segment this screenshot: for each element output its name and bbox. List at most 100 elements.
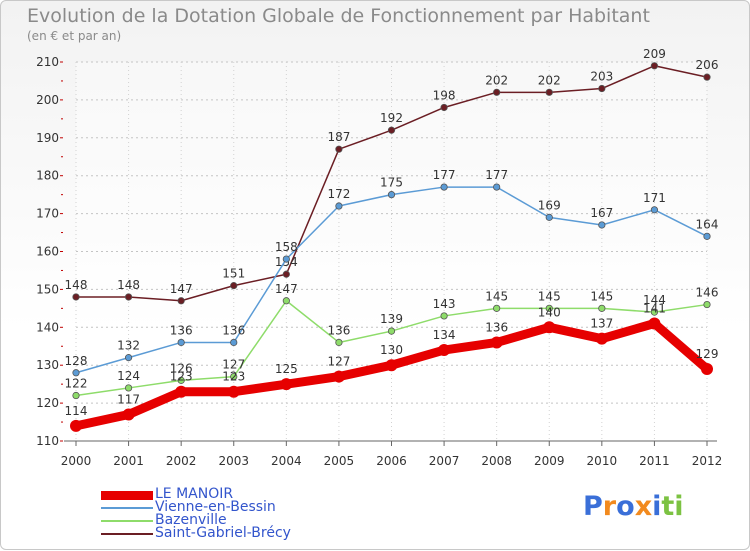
x-tick-label: 2003 <box>218 454 249 468</box>
legend-item: LE MANOIR <box>101 486 361 503</box>
data-label-1: 132 <box>117 339 140 353</box>
data-label-3: 209 <box>643 47 666 61</box>
data-label-2: 144 <box>643 293 666 307</box>
data-point-2 <box>598 304 606 312</box>
legend-item: Vienne-en-Bessin <box>101 499 361 516</box>
data-point-2 <box>282 297 290 305</box>
data-point-3 <box>282 270 290 278</box>
data-point-1 <box>282 255 290 263</box>
data-label-2: 143 <box>433 297 456 311</box>
data-label-3: 187 <box>327 130 350 144</box>
x-tick-label: 2008 <box>481 454 512 468</box>
legend-swatch <box>101 490 153 500</box>
data-point-1 <box>335 202 343 210</box>
data-label-0: 125 <box>275 362 298 376</box>
data-label-2: 145 <box>538 289 561 303</box>
data-point-1 <box>124 354 133 362</box>
data-label-1: 158 <box>275 240 298 254</box>
logo-letter: t <box>661 491 675 522</box>
data-point-2 <box>230 372 238 381</box>
data-point-0 <box>648 317 661 330</box>
x-tick-label: 2006 <box>376 454 407 468</box>
data-label-0: 127 <box>327 355 350 369</box>
legend-label: Saint-Gabriel-Brécy <box>155 525 291 541</box>
y-tick-label: 120 <box>36 396 59 410</box>
data-label-2: 139 <box>380 312 403 326</box>
y-tick-label: 130 <box>36 358 59 372</box>
x-tick-label: 2005 <box>324 454 355 468</box>
data-label-0: 114 <box>65 404 88 418</box>
x-tick-label: 2010 <box>587 454 618 468</box>
data-point-1 <box>177 338 185 347</box>
data-point-0 <box>490 336 503 349</box>
data-point-2 <box>72 391 80 400</box>
data-label-3: 148 <box>117 278 140 292</box>
data-label-2: 147 <box>275 282 298 296</box>
data-point-3 <box>493 88 501 96</box>
logo-letter: x <box>634 491 653 522</box>
data-point-1 <box>230 338 238 347</box>
data-label-1: 164 <box>696 217 719 231</box>
y-tick-label: 160 <box>36 245 59 259</box>
x-tick-label: 2007 <box>429 454 460 468</box>
data-point-3 <box>703 73 711 81</box>
data-label-2: 126 <box>170 361 193 375</box>
data-label-3: 203 <box>590 70 613 84</box>
data-point-0 <box>70 419 82 432</box>
proxiti-logo: Proxiti <box>583 491 684 522</box>
data-label-1: 172 <box>327 187 350 201</box>
y-tick-label: 180 <box>36 169 59 183</box>
chart-title: Evolution de la Dotation Globale de Fonc… <box>27 5 650 27</box>
data-point-0 <box>175 385 188 398</box>
data-point-3 <box>124 293 133 301</box>
data-label-0: 134 <box>433 328 456 342</box>
logo-letter: i <box>652 491 662 522</box>
x-tick-label: 2012 <box>692 454 723 468</box>
data-label-1: 175 <box>380 176 403 190</box>
data-label-1: 169 <box>538 198 561 212</box>
data-label-3: 147 <box>170 282 193 296</box>
y-tick-label: 150 <box>36 282 59 296</box>
x-tick-label: 2004 <box>271 454 302 468</box>
data-point-0 <box>385 359 398 372</box>
data-label-1: 136 <box>170 323 193 337</box>
data-point-1 <box>493 183 501 191</box>
x-tick-label: 2011 <box>639 454 670 468</box>
data-label-3: 206 <box>696 58 719 72</box>
chart-subtitle: (en € et par an) <box>27 29 122 43</box>
data-label-0: 137 <box>590 317 613 331</box>
legend-label: Vienne-en-Bessin <box>155 499 276 515</box>
data-point-2 <box>440 312 448 320</box>
data-point-0 <box>543 321 556 334</box>
data-point-2 <box>545 304 553 312</box>
data-point-1 <box>545 213 553 221</box>
legend-label: Bazenville <box>155 512 227 528</box>
data-point-2 <box>335 338 343 347</box>
data-point-3 <box>230 282 238 290</box>
data-point-0 <box>227 385 240 398</box>
y-tick-label: 170 <box>36 207 59 221</box>
x-tick-label: 2009 <box>534 454 565 468</box>
data-point-3 <box>177 297 185 305</box>
data-label-2: 136 <box>327 323 350 337</box>
data-point-2 <box>650 308 659 316</box>
data-label-2: 145 <box>590 289 613 303</box>
y-tick-label: 200 <box>36 93 59 107</box>
logo-letter: r <box>602 491 617 522</box>
y-tick-label: 140 <box>36 320 59 334</box>
data-label-3: 202 <box>538 73 561 87</box>
x-tick-label: 2002 <box>166 454 197 468</box>
data-label-3: 192 <box>380 111 403 125</box>
y-tick-label: 210 <box>36 55 59 69</box>
data-label-0: 130 <box>380 343 403 357</box>
data-label-2: 122 <box>65 377 88 391</box>
data-point-2 <box>703 300 711 309</box>
data-label-3: 151 <box>222 267 245 281</box>
legend-label: LE MANOIR <box>155 486 234 502</box>
data-point-0 <box>595 332 608 345</box>
legend-swatch <box>101 507 153 509</box>
data-point-0 <box>332 370 345 383</box>
data-point-1 <box>650 206 659 214</box>
data-label-1: 136 <box>222 323 245 337</box>
